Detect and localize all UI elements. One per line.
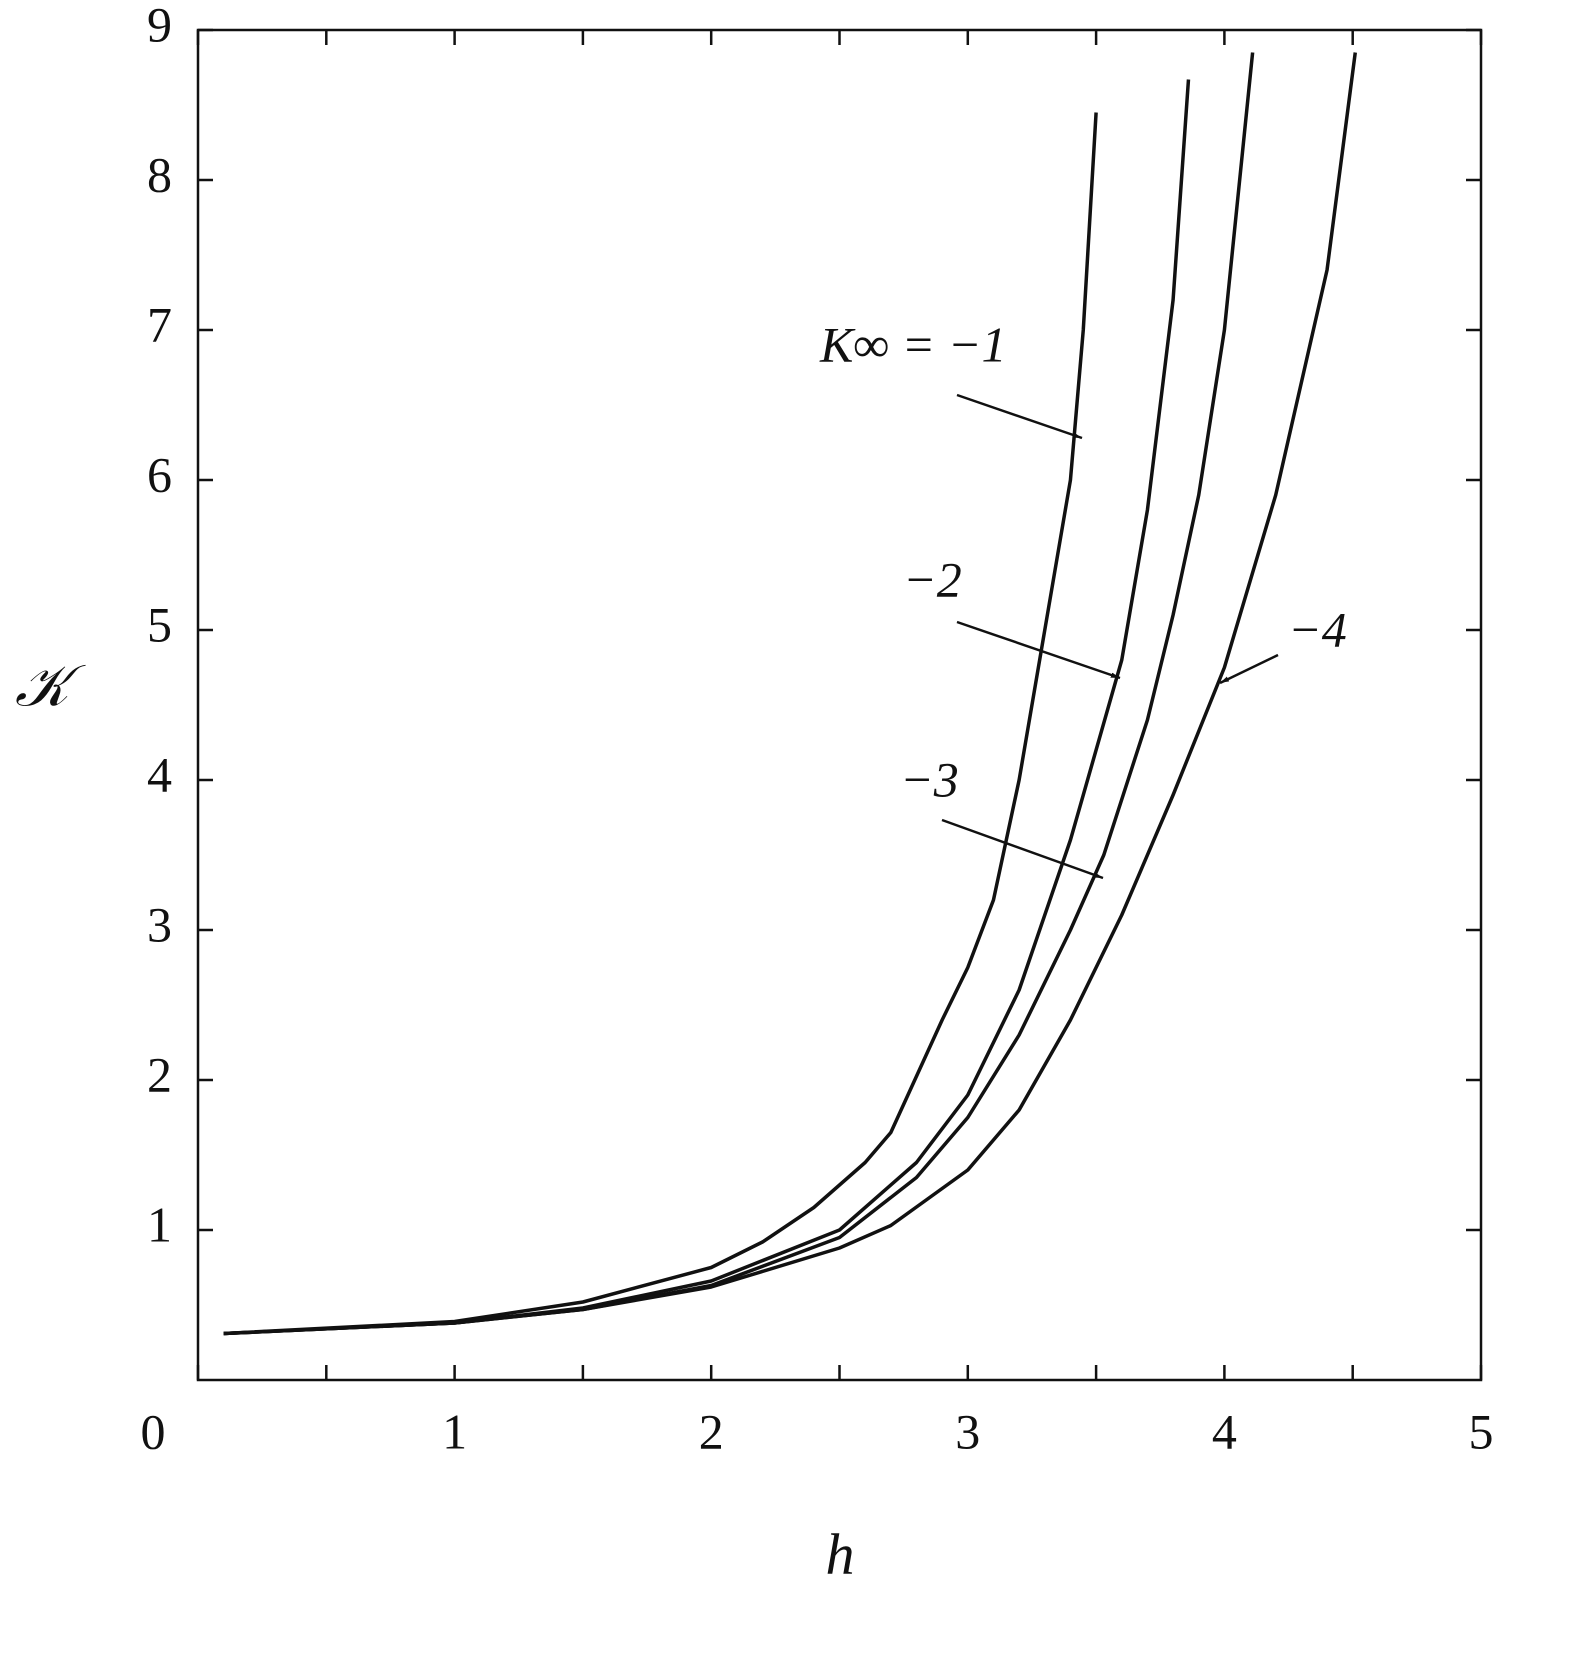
curve-label: −3: [900, 751, 959, 807]
leader-arrow: [1219, 653, 1279, 685]
curve: [223, 52, 1358, 1336]
x-axis-label: h: [826, 1521, 855, 1586]
plot-frame: [196, 28, 1483, 1382]
y-tick-label: 6: [147, 446, 172, 502]
curve-label: K∞ = −1: [819, 316, 1006, 372]
leader-arrow: [956, 620, 1121, 680]
y-axis-label: 𝒦: [15, 653, 86, 718]
curve-label: −2: [903, 551, 962, 607]
x-tick-label: 3: [955, 1403, 980, 1459]
leader-arrow: [956, 393, 1083, 440]
y-tick-label: 9: [147, 0, 172, 52]
y-tick-label: 5: [147, 596, 172, 652]
leader-arrow: [941, 818, 1104, 880]
curve: [223, 79, 1191, 1336]
y-tick-label: 1: [147, 1196, 172, 1252]
curve-label: −4: [1288, 601, 1347, 657]
x-tick-label: 4: [1212, 1403, 1237, 1459]
x-tick-label: 5: [1469, 1403, 1494, 1459]
x-tick-label: 1: [442, 1403, 467, 1459]
curve: [223, 112, 1098, 1336]
y-tick-label: 4: [147, 746, 172, 802]
y-tick-label: 2: [147, 1046, 172, 1102]
y-tick-label: 3: [147, 896, 172, 952]
x-tick-label: 2: [699, 1403, 724, 1459]
x-tick-label: 0: [141, 1403, 166, 1459]
y-tick-label: 8: [147, 146, 172, 202]
curve: [223, 52, 1255, 1336]
y-tick-label: 7: [147, 296, 172, 352]
